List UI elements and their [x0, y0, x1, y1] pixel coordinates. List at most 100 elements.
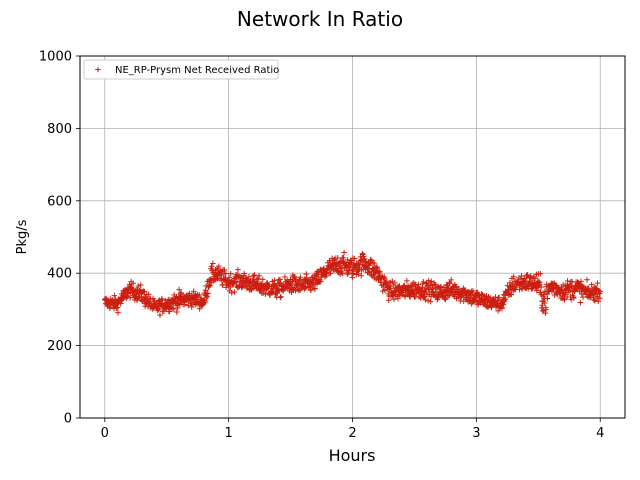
- data-point: [235, 266, 241, 273]
- data-point: [496, 294, 502, 301]
- y-tick-label: 200: [47, 339, 72, 354]
- data-point: [495, 308, 501, 314]
- data-point: [246, 274, 252, 280]
- data-point: [383, 278, 390, 284]
- data-point: [538, 284, 544, 290]
- data-point: [222, 270, 229, 277]
- data-point: [256, 272, 262, 279]
- data-point: [358, 257, 364, 264]
- data-point: [428, 278, 435, 285]
- data-point: [111, 292, 118, 299]
- data-point: [536, 281, 543, 287]
- data-point: [107, 304, 113, 311]
- data-point: [130, 280, 136, 287]
- data-point: [530, 274, 537, 280]
- data-point: [190, 288, 197, 295]
- data-point: [542, 310, 549, 316]
- data-point: [425, 297, 431, 304]
- data-point: [541, 300, 548, 306]
- data-point: [239, 284, 245, 290]
- data-point: [251, 272, 258, 278]
- data-point: [346, 268, 352, 274]
- data-point: [420, 279, 427, 285]
- data-point: [507, 280, 513, 286]
- data-point: [445, 294, 451, 300]
- data-point: [401, 282, 408, 289]
- data-point: [561, 296, 568, 303]
- data-point: [312, 285, 318, 292]
- data-point: [196, 292, 203, 298]
- data-point: [543, 306, 549, 313]
- data-point: [262, 291, 269, 297]
- data-point: [216, 263, 222, 269]
- data-point: [282, 274, 288, 280]
- data-point: [510, 273, 517, 280]
- data-point: [518, 273, 525, 279]
- x-tick-label: 2: [348, 426, 356, 441]
- data-point: [502, 296, 509, 303]
- data-point: [447, 280, 453, 287]
- data-point: [124, 290, 131, 296]
- data-point: [577, 299, 584, 306]
- data-point: [228, 289, 235, 296]
- data-point: [360, 253, 367, 260]
- data-point: [171, 306, 177, 312]
- data-point: [422, 297, 429, 303]
- data-point: [592, 297, 598, 304]
- data-point: [415, 281, 422, 288]
- data-point: [178, 290, 184, 296]
- data-point: [241, 270, 248, 277]
- data-point: [365, 269, 371, 276]
- y-tick-label: 1000: [39, 50, 72, 65]
- data-point: [166, 308, 173, 315]
- data-point: [391, 296, 397, 303]
- data-point: [446, 292, 452, 299]
- data-point: [214, 265, 221, 272]
- data-point: [339, 270, 346, 276]
- data-point: [537, 270, 544, 277]
- data-point: [521, 278, 528, 285]
- data-point: [597, 295, 603, 301]
- data-point: [468, 294, 474, 300]
- data-point: [174, 309, 180, 315]
- data-point: [499, 305, 505, 312]
- data-point: [204, 293, 211, 300]
- data-point: [157, 312, 163, 318]
- y-tick-label: 800: [47, 122, 72, 137]
- axis-ticks: 0 1 2 3 4 0 200 400 600 800 1000: [39, 50, 604, 442]
- legend: NE_RP-Prysm Net Received Ratio: [83, 59, 279, 80]
- data-point: [138, 282, 144, 288]
- data-point: [443, 282, 450, 288]
- data-point: [302, 285, 309, 291]
- data-point: [295, 287, 302, 294]
- data-point: [117, 300, 124, 307]
- data-point: [585, 285, 592, 291]
- data-point: [351, 255, 358, 262]
- data-point: [371, 260, 377, 267]
- data-point: [528, 273, 534, 279]
- data-point: [474, 289, 481, 296]
- y-tick-label: 400: [47, 267, 72, 282]
- data-point: [441, 295, 448, 302]
- data-point: [537, 289, 544, 296]
- data-point: [544, 295, 551, 302]
- data-point: [421, 294, 427, 300]
- data-point: [308, 286, 314, 293]
- chart-title: Network In Ratio: [237, 7, 403, 31]
- data-point: [327, 270, 334, 277]
- data-point: [358, 272, 365, 279]
- data-point: [202, 287, 209, 293]
- data-point: [341, 249, 347, 256]
- data-point: [283, 284, 290, 291]
- data-point: [317, 278, 324, 285]
- data-point: [494, 297, 501, 304]
- data-point: [277, 276, 283, 283]
- data-point: [427, 298, 434, 305]
- y-tick-label: 0: [64, 412, 72, 427]
- data-point: [221, 267, 228, 273]
- data-point: [254, 276, 260, 283]
- data-point: [114, 304, 121, 311]
- data-point: [465, 295, 472, 301]
- legend-box: [83, 59, 279, 80]
